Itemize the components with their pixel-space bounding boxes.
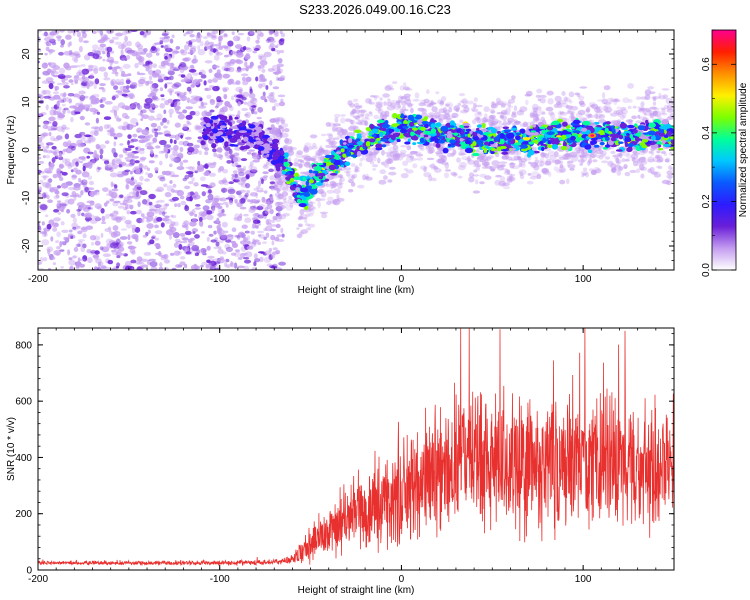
snr-ytick-label: 200 bbox=[15, 509, 32, 520]
spectrogram-xtick-label: -200 bbox=[28, 274, 48, 285]
spectrogram-xlabel: Height of straight line (km) bbox=[298, 285, 415, 296]
snr-ytick-label: 600 bbox=[15, 397, 32, 408]
colorbar-tick-label: 0.4 bbox=[701, 125, 712, 139]
spectrogram-ytick-label: 20 bbox=[21, 48, 32, 60]
spectrogram-ytick-label: 0 bbox=[21, 147, 32, 153]
snr-xtick-label: 100 bbox=[575, 574, 592, 585]
figure-title: S233.2026.049.00.16.C23 bbox=[299, 2, 451, 17]
spectrogram-xtick-label: 0 bbox=[399, 274, 405, 285]
snr-xtick-label: -100 bbox=[210, 574, 230, 585]
snr-ylabel: SNR (10 * v/v) bbox=[6, 417, 17, 481]
colorbar-tick-label: 0.6 bbox=[701, 57, 712, 71]
snr-chart: -200 -100 0 100 0 200 400 600 800 Height of stra… bbox=[6, 327, 675, 596]
snr-ytick-label: 800 bbox=[15, 340, 32, 351]
colorbar-tick-label: 0.2 bbox=[701, 194, 712, 208]
colorbar-tick-label: 0.0 bbox=[701, 263, 712, 277]
spectrogram-ytick-label: -20 bbox=[21, 238, 32, 253]
spectrogram-xtick-label: 100 bbox=[575, 274, 592, 285]
spectrogram-ytick-label: 10 bbox=[21, 96, 32, 108]
spectrogram-ylabel: Frequency (Hz) bbox=[6, 116, 17, 185]
snr-plot-frame bbox=[37, 327, 675, 571]
snr-ytick-label: 400 bbox=[15, 453, 32, 464]
colorbar bbox=[711, 29, 737, 271]
colorbar-label: Normalized spectral amplitude bbox=[738, 82, 749, 217]
snr-xtick-label: 0 bbox=[399, 574, 405, 585]
snr-xtick-label: -200 bbox=[28, 574, 48, 585]
snr-line bbox=[38, 328, 674, 567]
snr-xlabel: Height of straight line (km) bbox=[298, 585, 415, 596]
spectrogram-ytick-label: -10 bbox=[21, 190, 32, 205]
spectrogram-xtick-label: -100 bbox=[210, 274, 230, 285]
spectrogram-blobs bbox=[38, 30, 674, 270]
snr-ytick-label: 0 bbox=[26, 566, 32, 577]
